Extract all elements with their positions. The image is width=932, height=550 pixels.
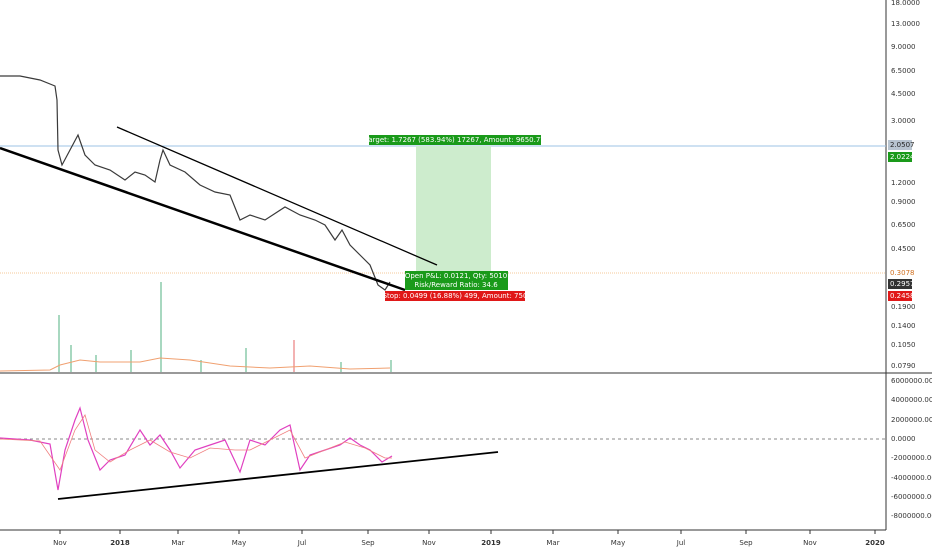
oscillator-axis-label: -8000000.0000: [891, 512, 932, 520]
price-axis-label: 4.5000: [891, 90, 916, 98]
price-series: [0, 75, 391, 291]
time-axis-label: Mar: [171, 539, 184, 547]
price-axis-label: 18.0000: [891, 0, 920, 7]
price-axis-label: 0.0790: [891, 362, 916, 370]
oscillator-axis-label: 0.0000: [891, 435, 916, 443]
price-axis-label: 0.6500: [891, 221, 916, 229]
time-axis-label: Nov: [53, 539, 67, 547]
lower-trendline: [0, 146, 406, 292]
price-axis-label: 0.1400: [891, 322, 916, 330]
oscillator-signal: [0, 414, 392, 471]
price-tag: [888, 268, 912, 278]
oscillator-line: [0, 406, 393, 491]
time-axis-label: 2019: [481, 539, 501, 547]
price-axis-label: 13.0000: [891, 20, 920, 28]
price-tag-label: 0.3078: [890, 269, 915, 277]
oscillator-axis-label: 4000000.0000: [891, 396, 932, 404]
open-label: Open P&L: 0.0121, Qty: 5010: [405, 272, 507, 280]
target-box: [369, 135, 541, 145]
oscillator-axis-label: 2000000.0000: [891, 416, 932, 424]
price-tag-label: 0.2458: [890, 292, 915, 300]
price-tag: [888, 291, 912, 301]
oscillator-axis-label: 6000000.0000: [891, 377, 932, 385]
price-tag: [888, 279, 912, 289]
open-box: [405, 271, 508, 290]
price-axis-label: 1.2000: [891, 179, 916, 187]
oscillator-axis-label: -2000000.0000: [891, 454, 932, 462]
profit-zone: [416, 146, 491, 273]
volume-bars: [58, 282, 392, 372]
price-axis-label: 6.5000: [891, 67, 916, 75]
price-tag-label: 2.0224: [890, 153, 915, 161]
stop-label: Stop: 0.0499 (16.88%) 499, Amount: 750: [383, 292, 528, 300]
time-axis-label: Jul: [297, 539, 307, 547]
price-tag-label: 0.2957: [890, 280, 915, 288]
price-tag: [888, 140, 912, 150]
target-label: Target: 1.7267 (583.94%) 17267, Amount: …: [364, 136, 545, 144]
ratio-label: Risk/Reward Ratio: 34.6: [414, 281, 498, 289]
price-tag: [888, 152, 912, 162]
price-axis-label: 9.0000: [891, 43, 916, 51]
oscillator-axis-label: -6000000.0000: [891, 493, 932, 501]
price-axis-label: 0.9000: [891, 198, 916, 206]
oscillator-axis-label: -4000000.0000: [891, 474, 932, 482]
time-axis-label: May: [611, 539, 625, 547]
time-axis-label: 2020: [865, 539, 885, 547]
time-axis-label: 2018: [110, 539, 130, 547]
volume-average: [0, 357, 391, 372]
price-axis-label: 0.4500: [891, 245, 916, 253]
time-axis-label: Nov: [803, 539, 817, 547]
price-axis-label: 0.1900: [891, 303, 916, 311]
oscillator-trendline: [57, 451, 499, 500]
price-axis-label: 0.1050: [891, 341, 916, 349]
time-axis-label: May: [232, 539, 246, 547]
price-tag-label: 2.0507: [890, 141, 915, 149]
price-axis-label: 3.0000: [891, 117, 916, 125]
time-axis-label: Sep: [361, 539, 375, 547]
stop-box: [385, 291, 525, 301]
time-axis-label: Nov: [422, 539, 436, 547]
labels: 18.0000 13.0000 9.0000 6.5000 4.5000 3.0000 1.…: [53, 0, 932, 547]
upper-trendline: [116, 126, 438, 266]
time-axis-label: Mar: [546, 539, 559, 547]
time-axis-label: Sep: [739, 539, 753, 547]
time-axis-label: Jul: [676, 539, 686, 547]
